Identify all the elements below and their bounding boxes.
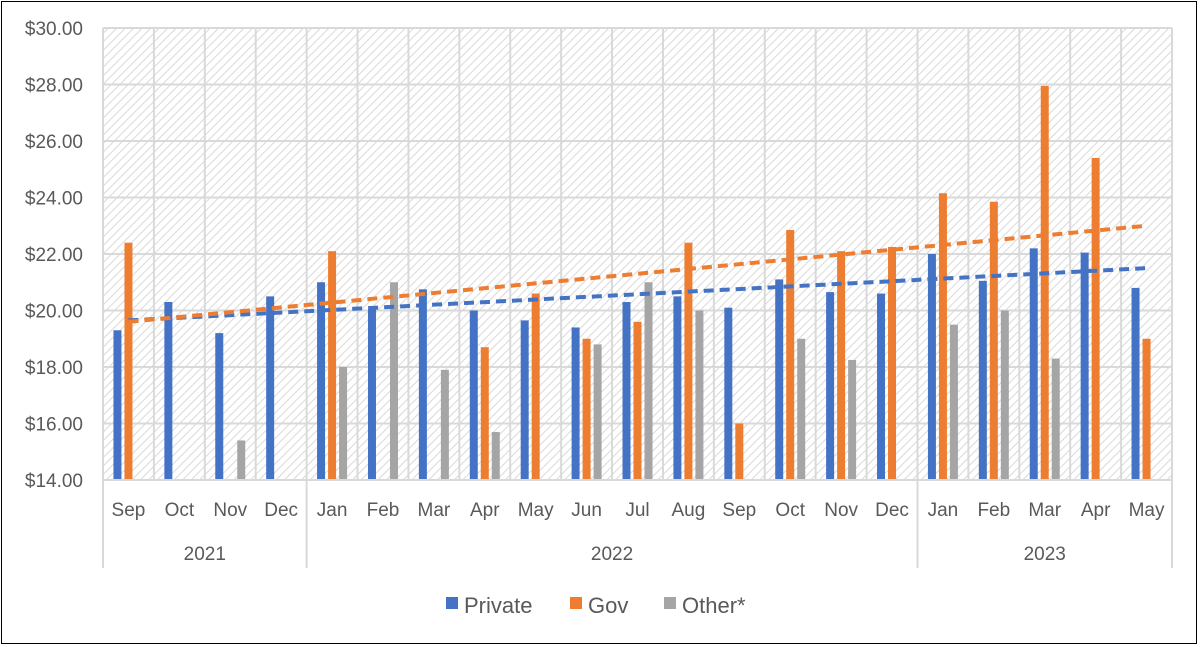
legend-swatch-gov (570, 597, 582, 609)
bar-other (949, 324, 958, 480)
bar-private (571, 327, 580, 480)
bar-gov (328, 251, 337, 480)
year-label: 2023 (1024, 544, 1066, 565)
bar-private (113, 330, 122, 480)
bar-gov (837, 251, 846, 480)
bar-gov (480, 347, 489, 480)
x-tick-label: Oct (165, 500, 195, 521)
bar-gov (1040, 85, 1049, 480)
bar-private (418, 289, 427, 480)
y-tick-label: $24.00 (25, 189, 83, 210)
bar-private (1029, 248, 1038, 480)
bar-other (848, 359, 857, 480)
bar-gov (735, 423, 744, 480)
bar-other (797, 338, 806, 480)
bar-private (469, 310, 478, 480)
bar-gov (786, 229, 795, 480)
trendline-private (128, 266, 1147, 323)
bar-private (673, 296, 682, 480)
legend-label: Private (464, 593, 532, 618)
bar-private (215, 333, 224, 480)
legend-swatch-private (446, 597, 458, 609)
bar-other (1000, 310, 1009, 480)
bar-gov (684, 242, 693, 480)
bar-other (440, 369, 449, 480)
bar-other (339, 367, 348, 480)
x-tick-label: Sep (112, 500, 146, 521)
bar-private (164, 302, 173, 480)
bar-other (593, 344, 602, 480)
bar-other (237, 440, 246, 480)
x-tick-label: Aug (671, 500, 705, 521)
trendline-gov (128, 223, 1147, 324)
year-label: 2021 (184, 544, 226, 565)
bar-private (367, 309, 376, 480)
bar-gov (989, 201, 998, 481)
x-tick-label: Nov (213, 500, 247, 521)
bar-private (775, 279, 784, 480)
bar-other (695, 310, 704, 480)
x-tick-label: Apr (470, 500, 500, 521)
x-tick-label: Jun (571, 500, 602, 521)
y-tick-label: $14.00 (25, 471, 83, 492)
x-tick-label: Feb (977, 500, 1010, 521)
bar-private (724, 307, 733, 480)
bar-private (317, 282, 326, 480)
bar-private (520, 320, 529, 480)
y-tick-label: $22.00 (25, 245, 83, 266)
y-tick-label: $20.00 (25, 302, 83, 323)
bar-gov (1142, 338, 1151, 480)
bar-other (491, 431, 500, 480)
bar-private (927, 254, 936, 480)
bar-gov (1091, 157, 1100, 480)
bar-private (877, 293, 886, 480)
bar-private (978, 280, 987, 480)
y-tick-label: $28.00 (25, 76, 83, 97)
legend-swatch-other (664, 597, 676, 609)
x-tick-label: Nov (824, 500, 858, 521)
x-tick-label: Feb (367, 500, 400, 521)
bar-gov (531, 293, 540, 480)
bar-other (1051, 358, 1060, 480)
bar-private (622, 302, 631, 480)
x-tick-label: Jan (928, 500, 959, 521)
bar-private (266, 296, 275, 480)
y-tick-label: $30.00 (25, 19, 83, 40)
bar-gov (633, 321, 642, 480)
bar-gov (582, 338, 591, 480)
x-tick-label: Jul (625, 500, 649, 521)
y-tick-label: $18.00 (25, 358, 83, 379)
y-tick-label: $26.00 (25, 132, 83, 153)
bar-private (1080, 252, 1089, 480)
x-tick-label: Dec (875, 500, 909, 521)
x-tick-label: Mar (418, 500, 451, 521)
bar-private (1131, 287, 1140, 480)
bar-gov (888, 246, 897, 480)
legend-label: Gov (588, 593, 628, 618)
x-tick-label: May (1129, 500, 1165, 521)
legend-label: Other* (682, 593, 746, 618)
year-label: 2022 (591, 544, 633, 565)
bar-other (389, 282, 398, 480)
bar-other (644, 282, 653, 480)
x-tick-label: May (518, 500, 554, 521)
y-tick-label: $16.00 (25, 415, 83, 436)
bar-gov (938, 193, 947, 480)
x-tick-label: Dec (264, 500, 298, 521)
bar-private (826, 292, 835, 480)
x-tick-label: Apr (1081, 500, 1111, 521)
x-tick-label: Mar (1028, 500, 1061, 521)
x-tick-label: Sep (722, 500, 756, 521)
x-tick-label: Jan (317, 500, 348, 521)
bar-gov (124, 242, 133, 480)
x-tick-label: Oct (775, 500, 805, 521)
